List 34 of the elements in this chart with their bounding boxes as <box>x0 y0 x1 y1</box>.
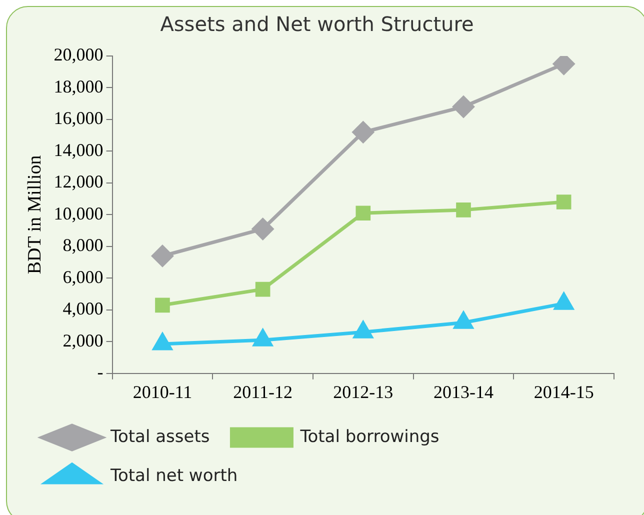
y-tick-label: 18,000 <box>54 76 104 96</box>
point <box>253 329 272 346</box>
y-tick-label: 14,000 <box>54 140 104 160</box>
y-tick-label: - <box>97 362 104 382</box>
point <box>554 292 574 310</box>
legend-label: Total assets <box>110 426 210 447</box>
chart-title: Assets and Net worth Structure <box>160 12 474 36</box>
y-axis-title: BDT in Million <box>24 154 46 274</box>
y-tick-label: 8,000 <box>62 235 104 256</box>
point <box>454 312 474 329</box>
point <box>152 245 174 267</box>
y-tick-label: 12,000 <box>54 172 104 192</box>
point <box>354 321 373 338</box>
y-tick-label: 2,000 <box>62 330 104 350</box>
y-tick-label: 20,000 <box>54 44 104 65</box>
y-tick-label: 10,000 <box>54 203 104 224</box>
x-tick-label: 2010-11 <box>132 382 192 402</box>
legend-label: Total net worth <box>110 466 238 486</box>
y-tick-label: 4,000 <box>62 298 104 319</box>
point <box>452 96 474 118</box>
x-tick-label: 2012-13 <box>333 382 394 402</box>
x-tick-label: 2011-12 <box>233 382 292 402</box>
legend-label: Total borrowings <box>299 426 440 447</box>
y-tick-label: 6,000 <box>62 266 104 287</box>
point <box>456 202 471 218</box>
point <box>556 194 572 210</box>
point <box>252 218 274 240</box>
point <box>352 121 374 143</box>
x-tick-label: 2014-15 <box>534 382 594 402</box>
point <box>152 333 172 350</box>
point <box>356 206 371 221</box>
x-tick-label: 2013-14 <box>433 382 494 402</box>
y-tick-label: 16,000 <box>54 108 104 128</box>
point <box>255 282 270 297</box>
